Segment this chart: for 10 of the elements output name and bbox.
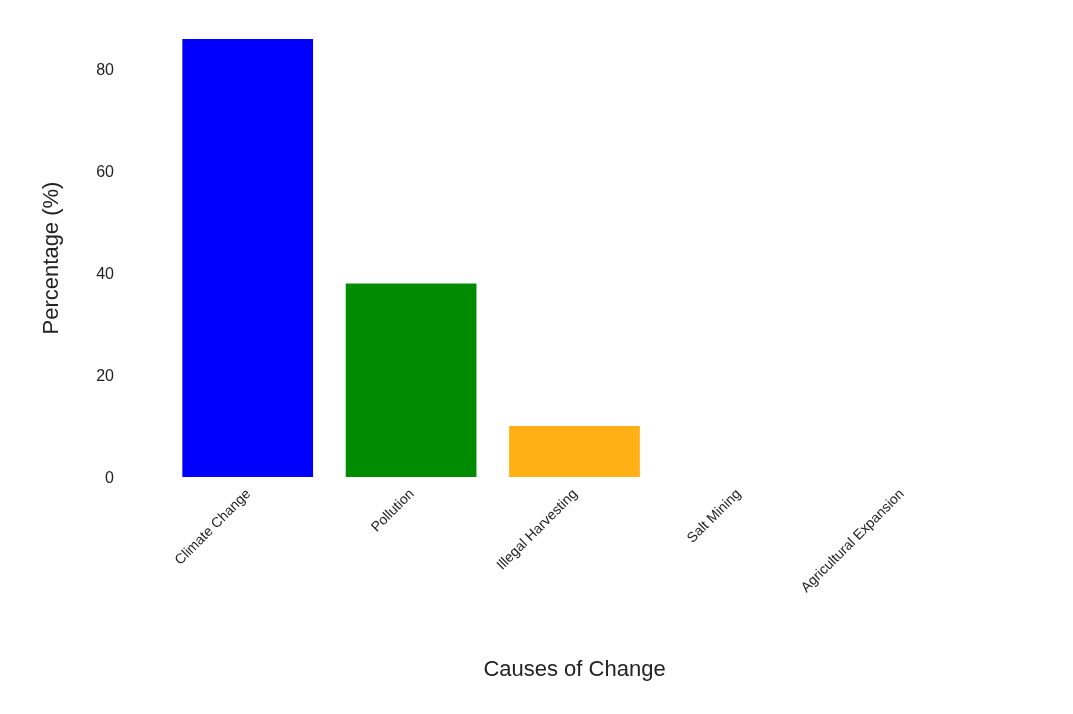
bar xyxy=(509,426,640,477)
y-tick-label: 40 xyxy=(96,264,115,282)
y-tick-label: 0 xyxy=(105,468,115,486)
y-tick-label: 80 xyxy=(96,61,115,79)
x-axis-title: Causes of Change xyxy=(483,655,666,681)
y-axis-title: Percentage (%) xyxy=(37,181,63,335)
y-tick-label: 60 xyxy=(96,162,115,180)
bar xyxy=(345,283,477,477)
bar xyxy=(182,39,314,477)
y-tick-label: 20 xyxy=(96,366,115,384)
